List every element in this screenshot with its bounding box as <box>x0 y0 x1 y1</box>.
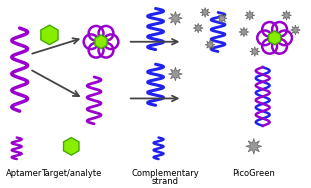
Text: Aptamer: Aptamer <box>6 169 42 178</box>
Text: strand: strand <box>152 177 179 186</box>
Polygon shape <box>290 25 300 35</box>
Polygon shape <box>200 8 210 17</box>
Polygon shape <box>41 25 58 45</box>
Text: Complementary: Complementary <box>132 169 199 178</box>
Polygon shape <box>205 40 215 50</box>
Polygon shape <box>193 23 203 33</box>
Polygon shape <box>169 11 182 25</box>
Polygon shape <box>63 138 79 155</box>
Text: PicoGreen: PicoGreen <box>232 169 275 178</box>
Polygon shape <box>169 67 182 81</box>
Polygon shape <box>95 35 107 49</box>
Polygon shape <box>246 139 262 154</box>
Polygon shape <box>281 11 291 20</box>
Text: Target/analyte: Target/analyte <box>41 169 101 178</box>
Polygon shape <box>250 47 260 56</box>
Polygon shape <box>245 11 255 20</box>
Polygon shape <box>217 13 227 23</box>
Polygon shape <box>269 31 281 45</box>
Polygon shape <box>239 27 249 37</box>
